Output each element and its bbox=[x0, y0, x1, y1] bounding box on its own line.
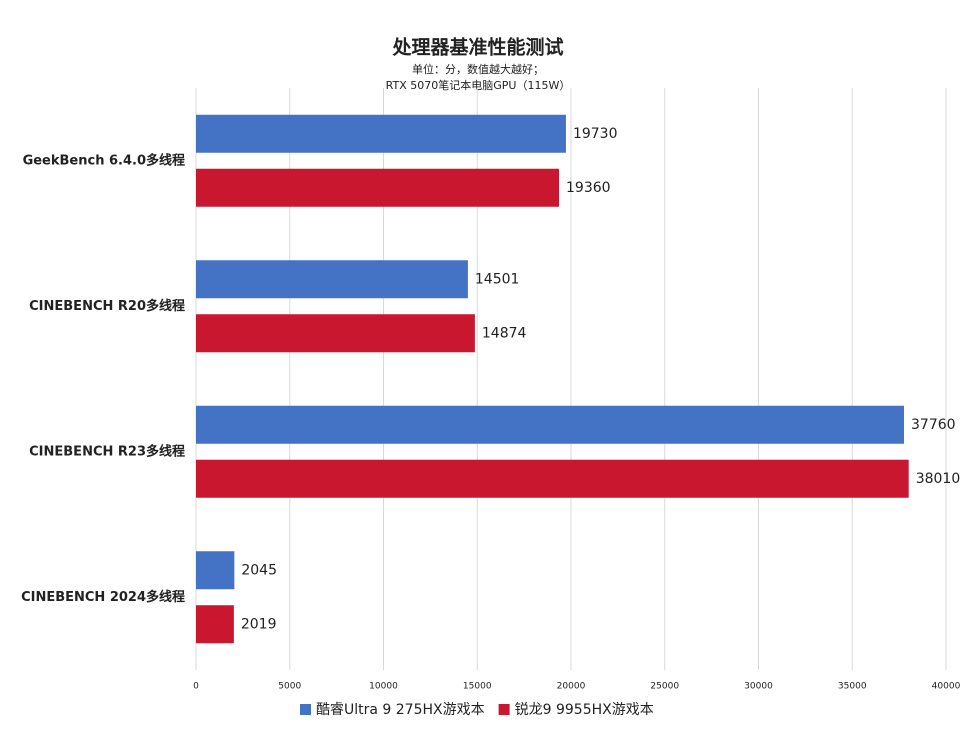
bar bbox=[196, 459, 909, 498]
bar bbox=[196, 168, 559, 207]
x-tick-label: 40000 bbox=[932, 682, 960, 692]
chart-subtitle: RTX 5070笔记本电脑GPU（115W） bbox=[386, 78, 571, 92]
data-label: 38010 bbox=[916, 471, 960, 487]
data-label: 2019 bbox=[241, 616, 277, 632]
y-tick-label: GeekBench 6.4.0多线程 bbox=[23, 152, 185, 168]
data-label: 19730 bbox=[573, 126, 618, 142]
bar bbox=[196, 260, 468, 299]
bar bbox=[196, 605, 234, 644]
y-tick-label: CINEBENCH R20多线程 bbox=[29, 298, 185, 314]
x-tick-label: 20000 bbox=[557, 682, 586, 692]
data-label: 14874 bbox=[482, 325, 527, 341]
x-tick-label: 25000 bbox=[650, 682, 679, 692]
bar bbox=[196, 114, 566, 153]
x-tick-label: 30000 bbox=[744, 682, 773, 692]
legend-label: 锐龙9 9955HX游戏本 bbox=[515, 702, 654, 718]
x-tick-label: 0 bbox=[193, 682, 199, 692]
legend-swatch bbox=[300, 704, 311, 715]
bar bbox=[196, 405, 904, 444]
x-tick-label: 10000 bbox=[369, 682, 398, 692]
data-label: 37760 bbox=[911, 417, 956, 433]
y-tick-label: CINEBENCH 2024多线程 bbox=[21, 589, 185, 605]
x-tick-label: 35000 bbox=[838, 682, 867, 692]
chart-title: 处理器基准性能测试 bbox=[391, 36, 563, 59]
y-tick-label: CINEBENCH R23多线程 bbox=[29, 443, 185, 459]
legend-swatch bbox=[498, 704, 510, 715]
legend-label: 酷睿Ultra 9 275HX游戏本 bbox=[316, 702, 485, 718]
x-tick-label: 15000 bbox=[463, 682, 492, 692]
bar bbox=[196, 551, 235, 590]
bar bbox=[196, 314, 475, 353]
data-label: 2045 bbox=[241, 562, 277, 578]
x-tick-label: 5000 bbox=[278, 682, 301, 692]
chart-subtitle: 单位：分，数值越大越好； bbox=[412, 62, 544, 76]
data-label: 14501 bbox=[475, 271, 520, 287]
data-label: 19360 bbox=[566, 180, 611, 196]
